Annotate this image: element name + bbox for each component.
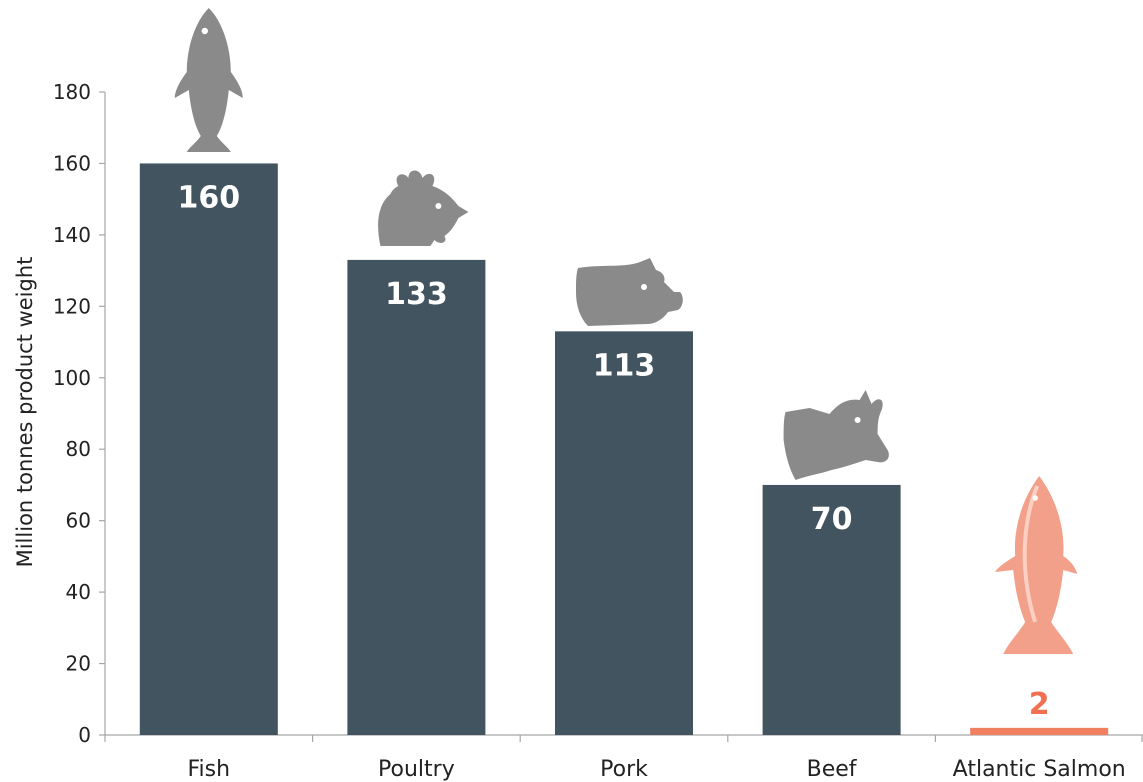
bar <box>762 484 901 735</box>
bar-value-label: 113 <box>593 348 656 383</box>
y-tick-label: 120 <box>53 294 91 318</box>
x-tick-label: Pork <box>600 757 648 782</box>
y-tick-label: 100 <box>53 366 91 390</box>
y-tick-label: 0 <box>78 723 91 747</box>
x-tick-label: Fish <box>188 757 231 782</box>
bars <box>139 163 1109 735</box>
bar <box>347 259 486 735</box>
salmon-icon <box>995 476 1078 654</box>
y-tick-label: 40 <box>66 580 91 604</box>
cow-icon <box>783 390 889 480</box>
value-labels: 160 133 113 70 2 <box>177 180 1049 721</box>
chicken-icon <box>378 170 469 246</box>
y-tick-label: 160 <box>53 151 91 175</box>
x-tick-label: Beef <box>807 757 858 782</box>
y-tick-label: 60 <box>66 509 91 533</box>
bar-value-label: 70 <box>811 502 853 537</box>
x-tick-label: Poultry <box>378 757 455 782</box>
y-axis: 0 20 40 60 80 100 120 140 160 180 <box>53 80 106 747</box>
y-axis-label: Million tonnes product weight <box>13 257 37 568</box>
bar <box>555 331 693 735</box>
bar-value-label: 160 <box>177 180 240 215</box>
y-tick-label: 80 <box>66 437 91 461</box>
bar-icons <box>174 8 1078 654</box>
y-tick-label: 20 <box>66 652 91 676</box>
fish-icon <box>174 8 243 152</box>
y-tick-label: 140 <box>53 223 91 247</box>
x-tick-label: Atlantic Salmon <box>953 757 1126 782</box>
y-tick-label: 180 <box>53 80 91 104</box>
bar <box>970 727 1109 735</box>
x-axis: Fish Poultry Pork Beef Atlantic Salmon <box>104 734 1143 782</box>
bar <box>139 163 278 735</box>
bar-value-label: 2 <box>1029 687 1050 722</box>
bar-value-label: 133 <box>385 277 448 312</box>
pig-icon <box>576 258 683 326</box>
